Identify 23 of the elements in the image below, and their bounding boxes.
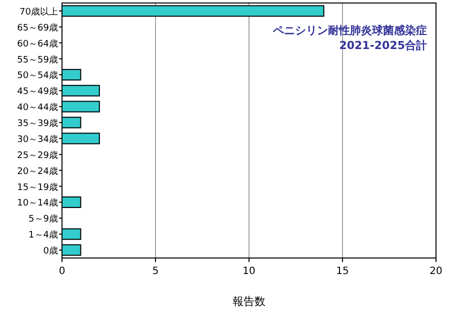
y-tick-label: 1～4歳 bbox=[28, 230, 58, 241]
y-tick-label: 65～69歳 bbox=[17, 22, 58, 34]
x-tick-label: 15 bbox=[336, 266, 349, 277]
y-tick-label: 50～54歳 bbox=[17, 70, 58, 82]
y-tick-label: 55～59歳 bbox=[17, 54, 58, 66]
x-axis-title: 報告数 bbox=[232, 295, 266, 308]
y-tick-label: 60～64歳 bbox=[17, 38, 58, 50]
y-tick-label: 10～14歳 bbox=[17, 198, 58, 209]
y-tick-label: 25～29歳 bbox=[17, 150, 58, 161]
y-tick-label: 5～9歳 bbox=[28, 214, 58, 225]
y-tick-label: 40～44歳 bbox=[17, 102, 58, 114]
y-tick-label: 15～19歳 bbox=[17, 182, 58, 193]
y-tick-label: 70歳以上 bbox=[20, 6, 58, 18]
y-tick-label: 45～49歳 bbox=[17, 86, 58, 98]
x-tick-label: 0 bbox=[58, 266, 66, 277]
x-tick-label: 10 bbox=[242, 266, 256, 277]
y-tick-label: 0歳 bbox=[43, 246, 58, 257]
text: ペニシリン耐性肺炎球菌感染症 2021-2025合計 bbox=[272, 24, 427, 52]
y-tick-label: 35～39歳 bbox=[17, 118, 58, 130]
x-tick-label: 20 bbox=[430, 266, 442, 277]
y-tick-label: 30～34歳 bbox=[17, 134, 58, 145]
x-tick-label: 5 bbox=[152, 266, 159, 277]
y-tick-label: 20～24歳 bbox=[17, 166, 58, 177]
